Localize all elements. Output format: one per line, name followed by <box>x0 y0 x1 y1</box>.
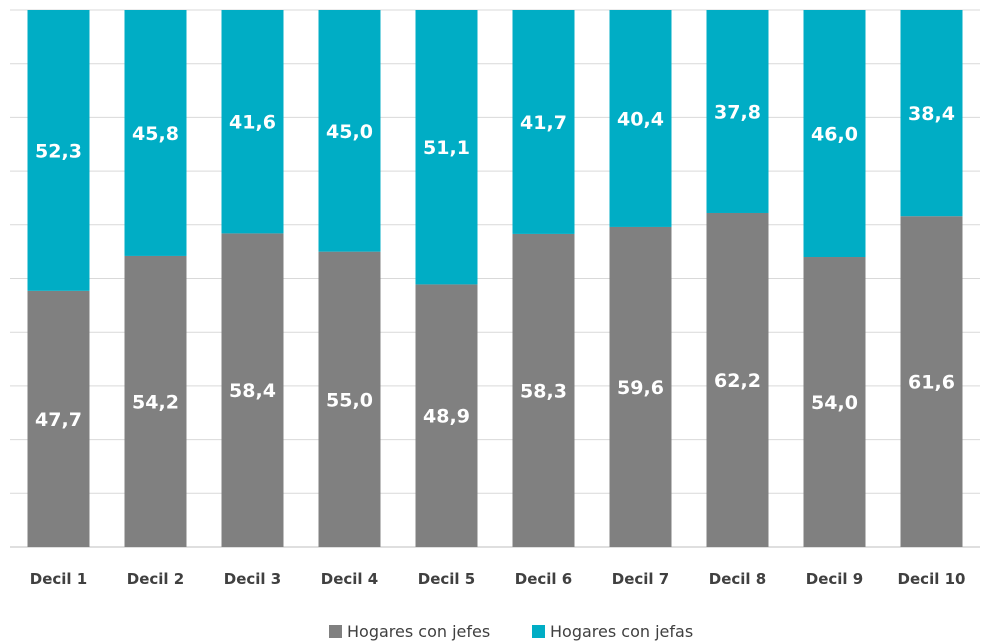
category-label: Decil 8 <box>709 570 766 588</box>
bar-segment-jefes <box>318 251 381 547</box>
legend-label-jefas: Hogares con jefas <box>550 622 693 641</box>
bar-segment-jefes <box>706 212 769 547</box>
data-label: 41,6 <box>229 112 276 134</box>
bar-segment-jefas <box>124 10 187 256</box>
data-label: 54,2 <box>132 391 179 413</box>
bar-segment-jefas <box>221 10 284 234</box>
category-label: Decil 4 <box>321 570 378 588</box>
category-label: Decil 10 <box>898 570 966 588</box>
data-label: 54,0 <box>811 392 858 414</box>
data-label: 58,3 <box>520 380 567 402</box>
data-label: 59,6 <box>617 377 664 399</box>
data-label: 52,3 <box>35 140 82 162</box>
legend: Hogares con jefes Hogares con jefas <box>329 622 693 641</box>
data-label: 45,0 <box>326 121 373 143</box>
data-label: 41,7 <box>520 112 567 134</box>
legend-swatch-jefes <box>329 625 342 638</box>
data-label: 40,4 <box>617 108 664 130</box>
data-label: 48,9 <box>423 406 470 428</box>
bar-segment-jefes <box>415 284 478 547</box>
legend-swatch-jefas <box>532 625 545 638</box>
category-label: Decil 5 <box>418 570 475 588</box>
value-labels: 47,7 52,3 54,2 45,8 58,4 41,6 55,0 45,0 48,9 51,1… <box>35 101 955 430</box>
data-label: 55,0 <box>326 389 373 411</box>
bar-segment-jefes <box>900 216 963 547</box>
category-label: Decil 1 <box>30 570 87 588</box>
bar-segment-jefes <box>512 233 575 547</box>
bar-segment-jefas <box>27 10 90 291</box>
data-label: 38,4 <box>908 103 955 125</box>
bar-segment-jefas <box>609 10 672 227</box>
bar-segment-jefas <box>803 10 866 258</box>
data-label: 51,1 <box>423 137 470 159</box>
category-label: Decil 7 <box>612 570 669 588</box>
bars <box>27 10 963 548</box>
bar-segment-jefas <box>706 10 769 213</box>
category-labels: Decil 1 Decil 2 Decil 3 Decil 4 Decil 5 Decil… <box>30 570 966 588</box>
bar-segment-jefes <box>27 290 90 547</box>
bar-segment-jefes <box>221 233 284 547</box>
bar-segment-jefes <box>124 255 187 548</box>
legend-label-jefes: Hogares con jefes <box>347 622 490 641</box>
data-label: 47,7 <box>35 409 82 431</box>
bar-segment-jefas <box>512 10 575 234</box>
bar-segment-jefas <box>318 10 381 252</box>
data-label: 62,2 <box>714 370 761 392</box>
data-label: 58,4 <box>229 380 276 402</box>
data-label: 45,8 <box>132 123 179 145</box>
bar-segment-jefas <box>900 10 963 217</box>
category-label: Decil 2 <box>127 570 184 588</box>
data-label: 37,8 <box>714 101 761 123</box>
bar-segment-jefes <box>803 257 866 547</box>
category-label: Decil 6 <box>515 570 572 588</box>
category-label: Decil 9 <box>806 570 863 588</box>
bar-segment-jefes <box>609 226 672 547</box>
bar-segment-jefas <box>415 10 478 285</box>
data-label: 61,6 <box>908 372 955 394</box>
data-label: 46,0 <box>811 124 858 146</box>
category-label: Decil 3 <box>224 570 281 588</box>
